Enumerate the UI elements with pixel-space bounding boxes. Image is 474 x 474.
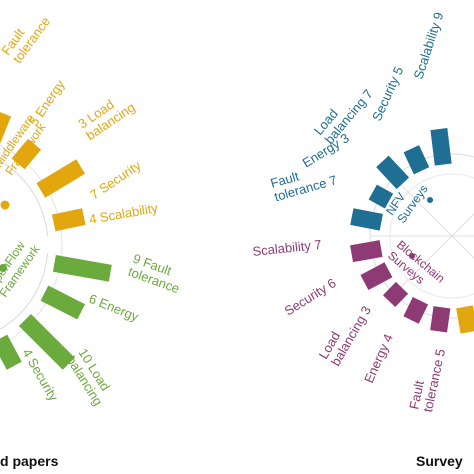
nfv-label-scalability-line: Scalability 9 xyxy=(411,10,447,81)
middleware-bar xyxy=(36,159,86,198)
middleware-center-dot xyxy=(0,200,10,210)
openflow-bar xyxy=(18,313,75,370)
blockchain-label-fault-tolerance-line: tolerance 5 xyxy=(420,347,448,413)
nfv-center-dot xyxy=(427,197,433,203)
blockchain-bar-group xyxy=(382,281,409,308)
nfv-bar-group xyxy=(350,208,383,231)
right-axis-line xyxy=(393,213,474,295)
middleware-bar-group xyxy=(51,208,86,232)
partial-orange-bar xyxy=(456,305,474,334)
middleware-label-load-balancing: 3 Loadbalancing xyxy=(75,88,137,143)
nfv-bar xyxy=(430,128,452,166)
openflow-label-energy: 6 Energy xyxy=(87,291,141,325)
nfv-bar xyxy=(350,208,383,231)
blockchain-label-scalability: Scalability 7 xyxy=(252,237,323,259)
middleware-bar xyxy=(0,110,12,150)
middleware-bar-group xyxy=(11,138,42,170)
openflow-bar-group xyxy=(52,255,112,282)
nfv-bar-group xyxy=(430,128,452,166)
middleware-label-energy: 5 Energy xyxy=(26,77,68,129)
openflow-label-load-balancing: 10 Loadbalancing xyxy=(64,346,118,409)
openflow-bar xyxy=(0,334,22,370)
middleware-bar xyxy=(11,138,42,170)
blockchain-bar-group xyxy=(360,262,393,291)
blockchain-label-scalability-line: Scalability 7 xyxy=(252,237,323,259)
nfv-bar-group xyxy=(368,184,394,209)
nfv-bar-group xyxy=(403,145,430,175)
middleware-bar-group xyxy=(0,110,12,150)
openflow-bar-group xyxy=(40,285,86,320)
blockchain-bar-group xyxy=(350,240,383,263)
openflow-bar xyxy=(40,285,86,320)
blockchain-label-security: Security 6 xyxy=(282,275,339,318)
nfv-bar-group xyxy=(376,155,410,190)
left-wheel-ring xyxy=(0,144,63,346)
openflow-label-energy-line: 6 Energy xyxy=(87,291,141,325)
blockchain-bar xyxy=(382,281,409,308)
middleware-bar xyxy=(51,208,86,232)
blockchain-label-security-line: Security 6 xyxy=(282,275,339,318)
left-inner-arc xyxy=(0,160,49,237)
middleware-label-security: 7 Security xyxy=(87,157,144,202)
middleware-label-fault-tolerance: Faulttolerance xyxy=(0,6,53,66)
blockchain-bar xyxy=(350,240,383,263)
nfv-label-security-line: Security 5 xyxy=(369,64,406,123)
blockchain-center-dot xyxy=(409,253,415,259)
blockchain-bar xyxy=(360,262,393,291)
nfv-bar xyxy=(403,145,430,175)
blockchain-label-load-balancing: Loadbalancing 3 xyxy=(316,296,374,368)
middleware-label-scalability: 4 Scalability xyxy=(88,200,159,227)
right-caption: Survey xyxy=(416,453,463,469)
blockchain-bar xyxy=(430,306,451,333)
openflow-group-label: OpenFlowFramework xyxy=(0,234,43,300)
openflow-bar xyxy=(52,255,112,282)
blockchain-bar xyxy=(403,296,429,324)
middleware-label-scalability-line: 4 Scalability xyxy=(88,200,159,227)
nfv-label-security: Security 5 xyxy=(369,64,406,123)
blockchain-label-energy: Energy 4 xyxy=(361,332,396,386)
blockchain-label-fault-tolerance: Faulttolerance 5 xyxy=(406,345,448,414)
middleware-bar-group xyxy=(36,159,86,198)
blockchain-bar-group xyxy=(403,296,429,324)
blockchain-label-energy-line: Energy 4 xyxy=(361,332,396,386)
left-caption: d papers xyxy=(0,453,59,469)
middleware-label-security-line: 7 Security xyxy=(87,157,144,202)
openflow-center-dot xyxy=(0,264,7,272)
nfv-label-scalability: Scalability 9 xyxy=(411,10,447,81)
left-inner-arc xyxy=(0,253,49,330)
nfv-bar xyxy=(376,155,410,190)
middleware-label-energy-line: 5 Energy xyxy=(26,77,68,129)
nfv-bar xyxy=(368,184,394,209)
openflow-label-fault-tolerance: 9 Faulttolerance xyxy=(126,251,186,297)
blockchain-label-fault-tolerance-line: Fault xyxy=(406,379,427,411)
openflow-bar-group xyxy=(18,313,75,370)
partial-orange-bar-group xyxy=(456,305,474,334)
openflow-bar-group xyxy=(0,334,22,370)
blockchain-bar-group xyxy=(430,306,451,333)
